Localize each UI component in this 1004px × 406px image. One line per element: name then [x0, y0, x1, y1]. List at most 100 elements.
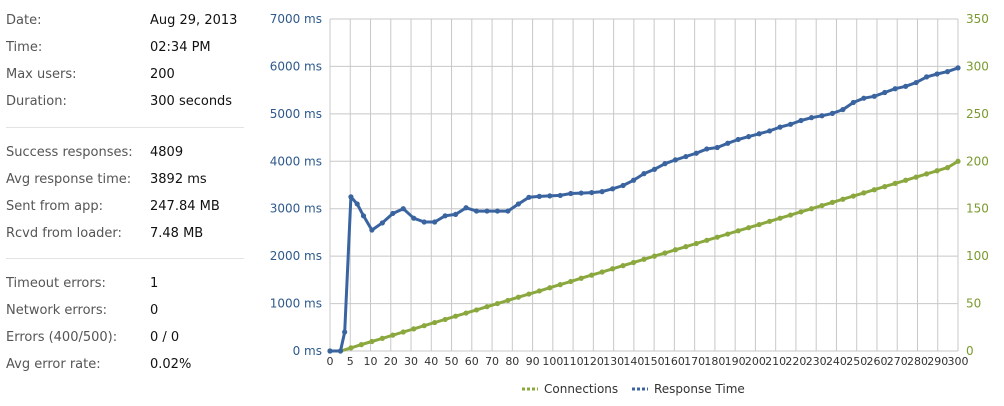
x-tick-label: 220 [785, 355, 806, 368]
data-point-connections [924, 171, 930, 177]
y-right-tick-label: 150 [966, 202, 989, 216]
x-tick-label: 70 [485, 355, 499, 368]
data-point-connections [411, 326, 417, 332]
x-tick-label: 230 [806, 355, 827, 368]
y-right-tick-label: 50 [966, 297, 981, 311]
data-point-response-time [411, 215, 417, 221]
data-point-connections [641, 256, 647, 262]
y-left-tick-label: 1000 ms [270, 297, 322, 311]
y-left-tick-label: 4000 ms [270, 154, 322, 168]
stat-label: Success responses: [6, 145, 133, 160]
x-tick-label: 210 [765, 355, 786, 368]
data-point-response-time [557, 192, 563, 199]
stat-label: Timeout errors: [6, 276, 106, 291]
stat-label: Duration: [6, 94, 67, 109]
stat-avg-error-rate: Avg error rate: 0.02% [0, 357, 250, 377]
data-point-response-time [714, 144, 720, 151]
stat-label: Avg response time: [6, 172, 132, 187]
data-point-connections [756, 221, 762, 228]
stat-max-users: Max users: 200 [0, 67, 250, 87]
data-point-connections [473, 307, 480, 313]
data-point-connections [536, 288, 542, 294]
stat-value: 300 seconds [150, 94, 233, 109]
data-point-connections [432, 319, 438, 326]
y-left-tick-label: 6000 ms [270, 59, 322, 73]
data-point-connections [421, 323, 427, 329]
data-point-response-time [924, 74, 930, 80]
data-point-response-time [882, 89, 888, 96]
x-tick-label: 30 [404, 355, 418, 368]
data-point-response-time [536, 193, 542, 199]
data-point-response-time [903, 83, 909, 89]
stat-avg-response-time: Avg response time: 3892 ms [0, 172, 250, 192]
data-point-connections [557, 282, 563, 288]
data-point-response-time [432, 219, 438, 225]
data-point-response-time [934, 71, 940, 77]
data-point-response-time [693, 150, 699, 156]
data-point-response-time [421, 219, 427, 225]
data-point-response-time [337, 348, 344, 354]
data-point-response-time [725, 140, 731, 146]
data-point-response-time [369, 227, 375, 233]
series-line-response-time [328, 66, 960, 353]
stat-label: Avg error rate: [6, 357, 101, 372]
y-right-tick-label: 100 [966, 249, 989, 263]
data-point-response-time [442, 213, 448, 219]
data-point-response-time [494, 208, 501, 214]
x-tick-label: 200 [745, 355, 766, 368]
data-point-connections [662, 250, 668, 256]
data-point-connections [693, 240, 699, 247]
data-point-response-time [342, 329, 348, 335]
data-point-response-time [672, 157, 678, 163]
data-point-connections [494, 300, 501, 307]
data-point-response-time [484, 208, 490, 214]
data-point-connections [651, 253, 658, 259]
stat-label: Errors (400/500): [6, 330, 118, 345]
data-point-response-time [610, 186, 616, 192]
y-left-tick-label: 2000 ms [270, 249, 322, 263]
data-point-response-time [829, 110, 836, 116]
data-point-connections [829, 199, 836, 205]
data-point-connections [934, 168, 940, 174]
data-point-response-time [704, 146, 710, 152]
data-point-response-time [400, 206, 406, 212]
x-tick-label: 130 [603, 355, 624, 368]
stat-label: Time: [6, 40, 43, 55]
stat-value: 3892 ms [150, 172, 207, 187]
data-point-connections [599, 269, 605, 275]
divider [6, 127, 244, 128]
x-tick-label: 5 [347, 355, 354, 368]
data-point-response-time [547, 193, 553, 199]
data-point-connections [463, 310, 469, 316]
data-point-response-time [819, 113, 825, 119]
data-point-connections [767, 218, 773, 224]
data-point-response-time [641, 171, 647, 177]
data-point-response-time [944, 69, 951, 75]
data-point-response-time [348, 194, 354, 200]
x-tick-label: 260 [866, 355, 887, 368]
data-point-connections [672, 247, 678, 253]
data-point-response-time [767, 128, 773, 134]
data-point-connections [379, 335, 385, 341]
data-point-response-time [808, 115, 815, 121]
y-right-tick-label: 350 [966, 12, 989, 26]
x-tick-label: 250 [846, 355, 867, 368]
x-tick-label: 170 [684, 355, 705, 368]
data-point-response-time [871, 93, 877, 99]
stat-value: 0.02% [150, 357, 192, 372]
x-tick-label: 150 [644, 355, 665, 368]
x-tick-label: 100 [542, 355, 563, 368]
stat-value: Aug 29, 2013 [150, 13, 238, 28]
x-tick-label: 300 [948, 355, 969, 368]
stat-timeout-errors: Timeout errors: 1 [0, 276, 250, 296]
data-point-response-time [578, 190, 584, 196]
data-point-response-time [390, 210, 396, 217]
data-point-connections [515, 294, 521, 300]
stat-value: 0 / 0 [150, 330, 180, 345]
data-point-connections [903, 177, 909, 183]
data-point-response-time [798, 117, 804, 124]
data-point-connections [400, 329, 406, 335]
x-tick-label: 110 [563, 355, 584, 368]
x-tick-label: 50 [445, 355, 459, 368]
data-point-response-time [683, 153, 689, 160]
